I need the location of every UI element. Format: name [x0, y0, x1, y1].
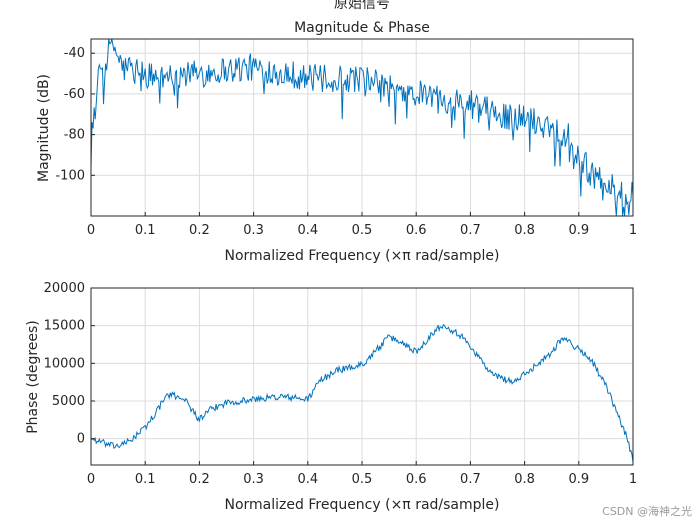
phase-xtick-label: 0.8: [514, 472, 535, 487]
magnitude-xtick-label: 0.5: [352, 223, 373, 238]
phase-xtick-label: 0.7: [460, 472, 481, 487]
phase-xtick-label: 0.5: [352, 472, 373, 487]
phase-xtick-label: 0.9: [568, 472, 589, 487]
magnitude-ytick-label: -60: [64, 87, 85, 102]
magnitude-xtick-label: 0.2: [189, 223, 210, 238]
phase-series-line: [90, 323, 634, 463]
phase-xtick-label: 0.1: [135, 472, 156, 487]
phase-series-layer: [90, 323, 634, 463]
phase-xtick-label: 0.2: [189, 472, 210, 487]
figure-suptitle: 原始信号: [334, 0, 390, 12]
phase-ytick-label: 0: [77, 432, 85, 447]
magnitude-xtick-label: 0.7: [460, 223, 481, 238]
magnitude-title: Magnitude & Phase: [294, 20, 430, 36]
watermark: CSDN @海神之光: [602, 504, 692, 518]
phase-axes: 0 0.1 0.2 0.3 0.4 0.5 0.6 0.7 0.8 0.9 1 0 5000 10000 1…: [25, 281, 637, 513]
magnitude-xlabel: Normalized Frequency (×π rad/sample): [225, 248, 500, 264]
magnitude-series-layer: [90, 38, 634, 217]
phase-xtick-label: 0.6: [406, 472, 427, 487]
phase-xlabel: Normalized Frequency (×π rad/sample): [225, 497, 500, 513]
phase-xtick-label: 0.3: [243, 472, 264, 487]
magnitude-ytick-label: -40: [64, 46, 85, 61]
magnitude-xtick-label: 1: [629, 223, 637, 238]
magnitude-xtick-label: 0: [87, 223, 95, 238]
magnitude-xtick-label: 0.4: [297, 223, 318, 238]
magnitude-series-line: [90, 38, 634, 217]
phase-xtick-label: 0: [87, 472, 95, 487]
phase-ytick-label: 15000: [44, 319, 85, 334]
magnitude-xtick-label: 0.1: [135, 223, 156, 238]
phase-ytick-label: 10000: [44, 356, 85, 371]
magnitude-xtick-label: 0.3: [243, 223, 264, 238]
magnitude-ytick-label: -80: [64, 128, 85, 143]
phase-ylabel: Phase (degrees): [25, 320, 41, 434]
phase-ticks: 0 0.1 0.2 0.3 0.4 0.5 0.6 0.7 0.8 0.9 1 0 5000 10000 1…: [44, 281, 638, 487]
magnitude-ylabel: Magnitude (dB): [36, 74, 52, 182]
magnitude-ytick-label: -100: [55, 168, 85, 183]
phase-ytick-label: 5000: [52, 394, 85, 409]
magnitude-xtick-label: 0.9: [568, 223, 589, 238]
magnitude-xtick-label: 0.8: [514, 223, 535, 238]
phase-ytick-label: 20000: [44, 281, 85, 296]
magnitude-xtick-label: 0.6: [406, 223, 427, 238]
magnitude-axes: Magnitude & Phase 0 0.1 0.2 0.3 0.4 0.5 0.6 0.7…: [36, 20, 637, 264]
phase-xtick-label: 1: [629, 472, 637, 487]
phase-grid: [90, 287, 634, 465]
phase-xtick-label: 0.4: [297, 472, 318, 487]
magnitude-ticks: 0 0.1 0.2 0.3 0.4 0.5 0.6 0.7 0.8 0.9 1 -100 -80 -60 -…: [55, 46, 637, 238]
